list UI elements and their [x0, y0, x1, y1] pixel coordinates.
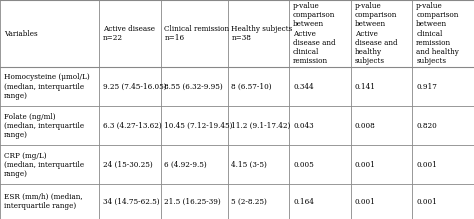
Text: 21.5 (16.25-39): 21.5 (16.25-39) — [164, 198, 221, 206]
Text: Active disease
n=22: Active disease n=22 — [103, 25, 155, 42]
Text: 0.344: 0.344 — [293, 83, 314, 91]
Text: 8 (6.57-10): 8 (6.57-10) — [231, 83, 272, 91]
Text: 8.55 (6.32-9.95): 8.55 (6.32-9.95) — [164, 83, 223, 91]
Text: 5 (2-8.25): 5 (2-8.25) — [231, 198, 267, 206]
Text: 0.008: 0.008 — [355, 122, 375, 130]
Text: Folate (ng/ml)
(median, interquartile
range): Folate (ng/ml) (median, interquartile ra… — [4, 113, 84, 139]
Text: Healthy subjects
n=38: Healthy subjects n=38 — [231, 25, 292, 42]
Text: 6 (4.92-9.5): 6 (4.92-9.5) — [164, 161, 207, 169]
Text: ESR (mm/h) (median,
interquartile range): ESR (mm/h) (median, interquartile range) — [4, 193, 82, 210]
Text: 0.001: 0.001 — [416, 198, 437, 206]
Text: 0.001: 0.001 — [416, 161, 437, 169]
Text: 6.3 (4.27-13.62): 6.3 (4.27-13.62) — [103, 122, 162, 130]
Text: 0.164: 0.164 — [293, 198, 314, 206]
Text: 0.141: 0.141 — [355, 83, 375, 91]
Text: 0.001: 0.001 — [355, 198, 375, 206]
Text: 0.820: 0.820 — [416, 122, 437, 130]
Text: CRP (mg/L)
(median, interquartile
range): CRP (mg/L) (median, interquartile range) — [4, 152, 84, 178]
Text: 11.2 (9.1-17.42): 11.2 (9.1-17.42) — [231, 122, 291, 130]
Text: p-value
comparison
between
Active
disease and
healthy
subjects: p-value comparison between Active diseas… — [355, 2, 397, 65]
Text: Homocysteine (μmol/L)
(median, interquartile
range): Homocysteine (μmol/L) (median, interquar… — [4, 73, 90, 100]
Text: 34 (14.75-62.5): 34 (14.75-62.5) — [103, 198, 160, 206]
Text: 0.001: 0.001 — [355, 161, 375, 169]
Text: 0.043: 0.043 — [293, 122, 314, 130]
Text: Variables: Variables — [4, 30, 37, 37]
Text: Clinical remission
n=16: Clinical remission n=16 — [164, 25, 229, 42]
Text: 4.15 (3-5): 4.15 (3-5) — [231, 161, 267, 169]
Text: 0.005: 0.005 — [293, 161, 314, 169]
Text: 9.25 (7.45-16.05): 9.25 (7.45-16.05) — [103, 83, 166, 91]
Text: 10.45 (7.12-19.45): 10.45 (7.12-19.45) — [164, 122, 233, 130]
Text: p-value
comparison
between
Active
disease and
clinical
remission: p-value comparison between Active diseas… — [293, 2, 336, 65]
Text: 24 (15-30.25): 24 (15-30.25) — [103, 161, 153, 169]
Text: p-value
comparison
between
clinical
remission
and healthy
subjects: p-value comparison between clinical remi… — [416, 2, 459, 65]
Text: 0.917: 0.917 — [416, 83, 437, 91]
